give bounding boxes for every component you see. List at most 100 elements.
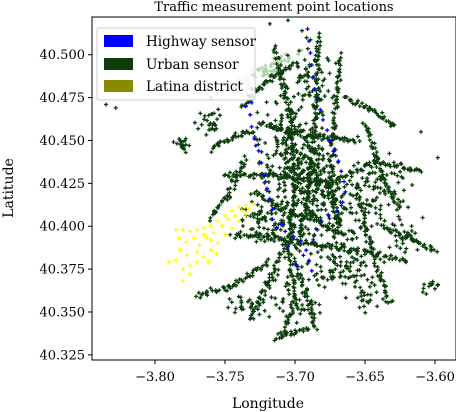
urban-sensor-point [391, 199, 396, 204]
urban-sensor-point [327, 170, 331, 175]
urban-sensor-point [342, 135, 347, 140]
urban-sensor-point [302, 202, 307, 207]
urban-sensor-point [360, 121, 365, 126]
urban-sensor-point [396, 230, 401, 235]
urban-sensor-point [330, 277, 335, 282]
urban-sensor-point [349, 229, 354, 233]
urban-sensor-point [319, 70, 324, 75]
latina-district-point [232, 213, 237, 219]
urban-sensor-point [255, 110, 260, 115]
urban-sensor-point [410, 236, 414, 241]
x-tick-label: −3.70 [275, 370, 315, 385]
urban-sensor-point [286, 287, 291, 292]
latina-district-point [173, 227, 179, 232]
urban-sensor-point [202, 117, 207, 122]
urban-sensor-point [300, 290, 305, 295]
faint-cluster-point [263, 66, 268, 71]
urban-sensor-point [267, 286, 272, 290]
urban-sensor-point [295, 149, 300, 154]
urban-sensor-point [351, 163, 356, 168]
urban-sensor-point [304, 121, 308, 126]
urban-sensor-point [395, 173, 400, 178]
urban-sensor-point [357, 104, 362, 109]
urban-sensor-point [233, 131, 238, 136]
urban-sensor-point [298, 152, 303, 157]
latina-district-point [215, 218, 221, 224]
urban-sensor-point [217, 113, 222, 118]
urban-sensor-point [330, 252, 335, 257]
urban-sensor-point [417, 168, 422, 173]
urban-sensor-point [273, 211, 278, 216]
highway-sensor-point [270, 217, 275, 222]
urban-sensor-point [344, 259, 349, 264]
urban-sensor-point [331, 234, 336, 239]
urban-sensor-point [322, 195, 327, 200]
urban-sensor-point [357, 194, 362, 199]
urban-sensor-point [360, 176, 365, 181]
urban-sensor-point [245, 271, 250, 276]
urban-sensor-point [308, 149, 313, 154]
urban-sensor-point [314, 81, 319, 86]
urban-sensor-point [281, 296, 286, 301]
urban-sensor-point [309, 134, 314, 139]
legend-swatch-latina [104, 80, 133, 92]
urban-sensor-point [404, 246, 409, 251]
urban-sensor-point [260, 216, 265, 220]
urban-sensor-point [394, 238, 399, 243]
urban-sensor-point [398, 169, 403, 174]
highway-sensor-point [265, 186, 269, 191]
urban-sensor-point [266, 257, 271, 262]
latina-district-point [194, 249, 200, 255]
urban-sensor-point [296, 276, 301, 281]
urban-sensor-point [238, 229, 243, 234]
urban-sensor-point [363, 179, 368, 184]
urban-sensor-point [391, 123, 396, 128]
urban-sensor-point [286, 115, 291, 120]
urban-sensor-point [368, 132, 373, 137]
urban-sensor-point [232, 133, 237, 138]
urban-sensor-point [265, 231, 270, 236]
urban-sensor-point [389, 299, 394, 304]
urban-sensor-point [262, 308, 267, 313]
urban-sensor-point [337, 275, 342, 279]
urban-sensor-point [287, 241, 292, 245]
urban-sensor-point [332, 115, 336, 120]
urban-sensor-point [355, 258, 360, 262]
urban-sensor-point [306, 277, 311, 282]
urban-sensor-point [287, 134, 292, 139]
urban-sensor-point [316, 54, 321, 59]
urban-sensor-point [280, 153, 284, 158]
urban-sensor-point [386, 202, 391, 207]
urban-sensor-point [363, 206, 368, 211]
urban-sensor-point [427, 284, 431, 289]
urban-sensor-point [236, 134, 241, 139]
highway-sensor-point [336, 159, 341, 164]
urban-sensor-point [313, 168, 318, 173]
urban-sensor-point [362, 272, 367, 277]
urban-sensor-point [367, 237, 372, 242]
urban-sensor-point [315, 250, 320, 255]
urban-sensor-point [276, 204, 281, 209]
urban-sensor-point [353, 280, 358, 285]
urban-sensor-point [315, 327, 320, 332]
urban-sensor-point [355, 251, 360, 256]
urban-sensor-point [312, 323, 317, 328]
urban-sensor-point [301, 231, 306, 236]
urban-sensor-point [273, 151, 278, 156]
urban-sensor-point [418, 241, 423, 246]
urban-sensor-point [338, 259, 343, 264]
urban-sensor-point [284, 84, 289, 88]
urban-sensor-point [255, 265, 260, 270]
urban-sensor-point [312, 312, 317, 317]
urban-sensor-point [258, 232, 263, 237]
urban-sensor-point [383, 299, 388, 304]
urban-sensor-point [297, 328, 302, 333]
urban-sensor-point [300, 97, 305, 102]
urban-sensor-point [316, 47, 321, 52]
highway-sensor-point [305, 27, 310, 31]
urban-sensor-point [278, 172, 283, 177]
urban-sensor-point [332, 216, 337, 221]
highway-sensor-point [304, 248, 309, 253]
urban-sensor-point [298, 134, 303, 138]
urban-sensor-point [275, 174, 280, 179]
